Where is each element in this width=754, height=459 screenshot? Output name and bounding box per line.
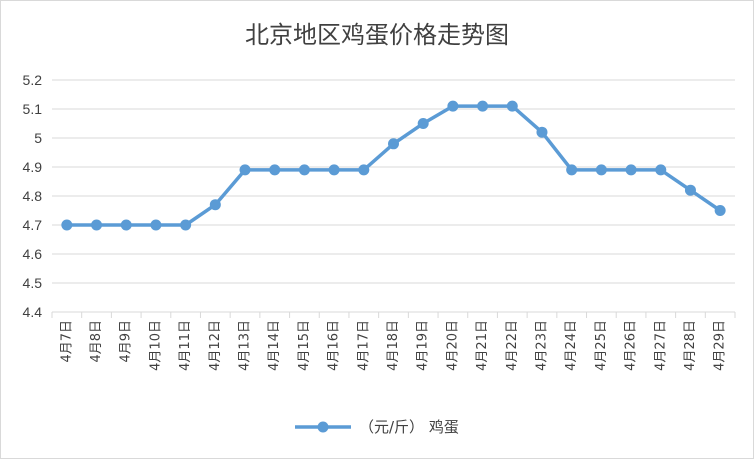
x-tick-label: 4月26日 <box>624 320 639 371</box>
data-point <box>447 100 459 112</box>
y-tick-label: 4.9 <box>23 159 43 175</box>
data-point <box>684 184 696 196</box>
x-tick-label: 4月7日 <box>59 320 74 363</box>
legend-marker <box>317 421 329 433</box>
x-tick-label: 4月17日 <box>356 320 371 371</box>
y-tick-label: 4.6 <box>23 246 43 262</box>
x-tick-label: 4月12日 <box>208 320 223 371</box>
y-tick-label: 5.2 <box>23 72 43 88</box>
data-point <box>536 126 548 138</box>
legend-label: （元/斤） 鸡蛋 <box>359 418 459 436</box>
x-tick-label: 4月11日 <box>178 320 193 371</box>
x-tick-label: 4月27日 <box>653 320 668 371</box>
chart-title: 北京地区鸡蛋价格走势图 <box>245 21 509 49</box>
x-tick-label: 4月19日 <box>416 320 431 371</box>
x-tick-label: 4月29日 <box>713 320 728 371</box>
y-tick-label: 4.7 <box>23 217 43 233</box>
x-tick-label: 4月16日 <box>327 320 342 371</box>
y-tick-label: 4.8 <box>23 188 43 204</box>
data-point <box>120 219 132 231</box>
x-tick-label: 4月15日 <box>297 320 312 371</box>
data-point <box>150 219 162 231</box>
x-tick-label: 4月13日 <box>238 320 253 371</box>
x-tick-label: 4月8日 <box>89 320 104 363</box>
data-point <box>388 138 399 150</box>
y-tick-label: 5 <box>34 130 42 146</box>
data-point <box>595 164 607 176</box>
y-tick-label: 4.4 <box>23 304 43 320</box>
x-tick-label: 4月24日 <box>564 320 579 371</box>
x-tick-label: 4月21日 <box>475 320 490 371</box>
data-point <box>714 205 726 216</box>
x-tick-label: 4月28日 <box>683 320 698 371</box>
data-point <box>91 219 103 231</box>
data-point <box>566 164 578 176</box>
y-tick-label: 4.5 <box>23 275 43 291</box>
x-tick-label: 4月14日 <box>267 320 282 371</box>
y-axis-ticks: 4.4 4.5 4.6 4.7 4.8 4.9 5 5.1 5.2 <box>23 72 43 320</box>
x-tick-label: 4月10日 <box>148 320 163 371</box>
y-tick-label: 5.1 <box>23 101 43 117</box>
data-point <box>477 100 489 112</box>
data-point <box>269 164 281 176</box>
data-point <box>506 100 518 112</box>
legend: （元/斤） 鸡蛋 <box>295 418 459 436</box>
x-tick-label: 4月20日 <box>445 320 460 371</box>
x-tick-label: 4月23日 <box>534 320 549 371</box>
data-point <box>358 164 370 176</box>
data-point <box>298 164 310 176</box>
x-tick-label: 4月22日 <box>505 320 520 371</box>
data-point <box>180 219 192 231</box>
data-point <box>239 164 251 176</box>
data-point <box>625 164 637 176</box>
data-point <box>209 199 221 211</box>
series-layer <box>61 100 726 231</box>
x-tick-label: 4月9日 <box>119 320 134 363</box>
data-point <box>417 118 429 129</box>
x-tick-label: 4月25日 <box>594 320 609 371</box>
x-axis-ticks: 4月7日 4月8日 4月9日 4月10日 4月11日 4月12日 4月13日 4月14日 4月1… <box>51 312 736 371</box>
data-point <box>328 164 340 176</box>
x-tick-label: 4月18日 <box>386 320 401 371</box>
data-point <box>655 164 667 176</box>
data-point <box>61 219 73 231</box>
